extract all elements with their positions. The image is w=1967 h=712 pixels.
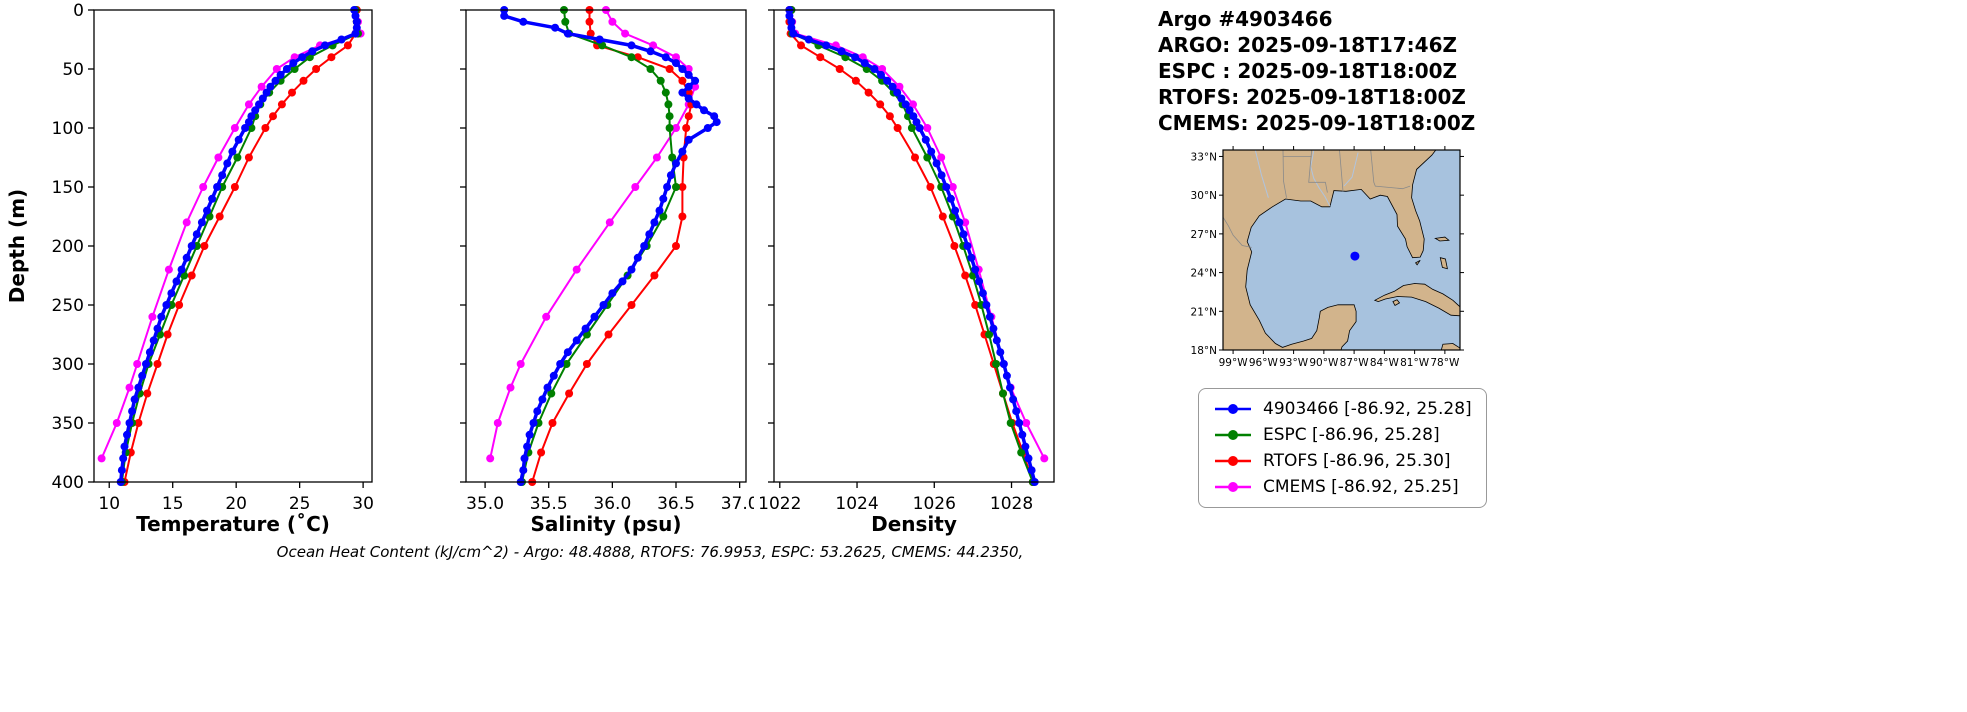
header-timestamp-line: ESPC : 2025-09-18T18:00Z — [1158, 59, 1458, 83]
land-polygon — [1223, 150, 1437, 350]
series-group — [785, 6, 1049, 486]
salinity-profile-chart: 35.0 35.5 36.0 36.5 37.0 Salinity (psu) — [460, 6, 754, 536]
x-axis-label: Salinity (psu) — [530, 512, 681, 536]
state-border-line — [1339, 150, 1344, 192]
legend-line-marker — [1215, 430, 1251, 440]
map-lon-tick-label: 99°W — [1219, 357, 1249, 369]
legend-line-marker — [1215, 482, 1251, 492]
y-tick-label: 300 — [52, 355, 84, 375]
x-axis-label: Temperature (˚C) — [136, 512, 330, 536]
series-markers-4903466 — [500, 6, 721, 486]
x-tick-label: 1022 — [760, 494, 801, 514]
map-lon-tick-label: 90°W — [1309, 357, 1339, 369]
legend-line-marker — [1215, 404, 1251, 414]
ocean-heat-content-caption: Ocean Heat Content (kJ/cm^2) - Argo: 48.… — [276, 543, 1024, 561]
y-tick-label: 250 — [52, 296, 84, 316]
plot-background — [466, 10, 746, 482]
depth-axis-label: Depth (m) — [2, 106, 32, 386]
land-polygon — [1434, 236, 1450, 242]
map-frame — [1222, 149, 1461, 351]
series-line-CMEMS — [489, 9, 697, 459]
x-tick-label: 36.0 — [593, 494, 631, 514]
river-line — [1343, 152, 1359, 187]
x-tick-label: 1028 — [990, 494, 1033, 514]
state-border-line — [1370, 150, 1411, 190]
x-tick-label: 20 — [225, 494, 247, 514]
series-group — [486, 6, 721, 486]
legend-item: 4903466 [-86.92, 25.28] — [1213, 399, 1472, 419]
header-timestamp-line: RTOFS: 2025-09-18T18:00Z — [1158, 85, 1466, 109]
map-lon-tick-label: 96°W — [1249, 357, 1279, 369]
y-tick-label: 100 — [52, 119, 84, 139]
legend-line-marker — [1215, 456, 1251, 466]
map-lat-tick-label: 27°N — [1191, 229, 1217, 241]
y-tick-label: 350 — [52, 414, 84, 434]
header-timestamp-line: CMEMS: 2025-09-18T18:00Z — [1158, 111, 1476, 135]
header-timestamps: ARGO: 2025-09-18T17:46Z ESPC : 2025-09-18… — [1158, 32, 1475, 136]
x-tick-label: 35.5 — [530, 494, 568, 514]
density-profile-chart: 1022 1024 1026 1028 Density — [760, 6, 1055, 536]
land-polygon — [1373, 283, 1460, 317]
x-tick-label: 1026 — [913, 494, 956, 514]
state-border-line — [1282, 150, 1287, 198]
y-tick-label: 50 — [62, 60, 84, 80]
map-lon-tick-label: 78°W — [1430, 357, 1460, 369]
x-tick-label: 15 — [162, 494, 184, 514]
map-features — [1223, 150, 1460, 350]
temperature-profile-chart: 10 15 20 25 30050100150200250300350400Temper… — [52, 1, 374, 536]
y-tick-label: 0 — [73, 1, 84, 21]
legend-label: CMEMS [-86.92, 25.25] — [1263, 477, 1459, 497]
x-tick-label: 36.5 — [657, 494, 695, 514]
state-border-line — [1223, 216, 1252, 248]
series-markers-4903466 — [116, 6, 361, 486]
map-lon-tick-label: 81°W — [1400, 357, 1430, 369]
figure-title: Argo #4903466 — [1158, 7, 1333, 31]
x-tick-label: 30 — [352, 494, 374, 514]
land-polygon — [1440, 343, 1460, 350]
depth-axis-label-text: Depth (m) — [5, 188, 29, 304]
x-axis-label: Density — [871, 512, 957, 536]
land-polygon — [1392, 299, 1401, 307]
land-polygon — [1414, 259, 1421, 266]
legend-label: ESPC [-86.96, 25.28] — [1263, 425, 1440, 445]
float-location-marker — [1350, 251, 1360, 261]
x-tick-label: 10 — [98, 494, 120, 514]
y-tick-label: 150 — [52, 178, 84, 198]
legend-label: 4903466 [-86.92, 25.28] — [1263, 399, 1472, 419]
y-tick-label: 400 — [52, 473, 84, 493]
river-line — [1310, 150, 1331, 207]
land-polygon — [1439, 257, 1448, 270]
river-line — [1254, 150, 1269, 198]
header-info-block: Argo #4903466 ARGO: 2025-09-18T17:46Z ESP… — [1158, 6, 1475, 136]
x-tick-label: 37.0 — [721, 494, 754, 514]
legend-item: CMEMS [-86.92, 25.25] — [1213, 477, 1472, 497]
series-markers-4903466 — [785, 6, 1039, 486]
series-group — [97, 6, 365, 486]
legend-label: RTOFS [-86.96, 25.30] — [1263, 451, 1451, 471]
x-tick-label: 1024 — [835, 494, 878, 514]
plot-background — [94, 10, 372, 482]
map-lat-tick-label: 33°N — [1191, 151, 1217, 163]
location-map: 99°W 96°W 93°W 90°W 87°W 84°W 81°W 78°W 33°N 30°N… — [1191, 146, 1464, 369]
y-tick-label: 200 — [52, 237, 84, 257]
map-lat-tick-label: 30°N — [1191, 190, 1217, 202]
map-lon-tick-label: 93°W — [1279, 357, 1309, 369]
header-timestamp-line: ARGO: 2025-09-18T17:46Z — [1158, 33, 1457, 57]
map-lat-tick-label: 21°N — [1191, 306, 1217, 318]
x-tick-label: 25 — [289, 494, 311, 514]
map-lon-tick-label: 87°W — [1340, 357, 1370, 369]
plot-background — [774, 10, 1054, 482]
x-tick-label: 35.0 — [466, 494, 504, 514]
map-lat-tick-label: 18°N — [1191, 345, 1217, 357]
legend-item: ESPC [-86.96, 25.28] — [1213, 425, 1472, 445]
state-border-line — [1308, 150, 1328, 193]
legend-item: RTOFS [-86.96, 25.30] — [1213, 451, 1472, 471]
legend-box: 4903466 [-86.92, 25.28] ESPC [-86.96, 25.… — [1198, 388, 1487, 508]
map-lat-tick-label: 24°N — [1191, 268, 1217, 280]
map-lon-tick-label: 84°W — [1370, 357, 1400, 369]
